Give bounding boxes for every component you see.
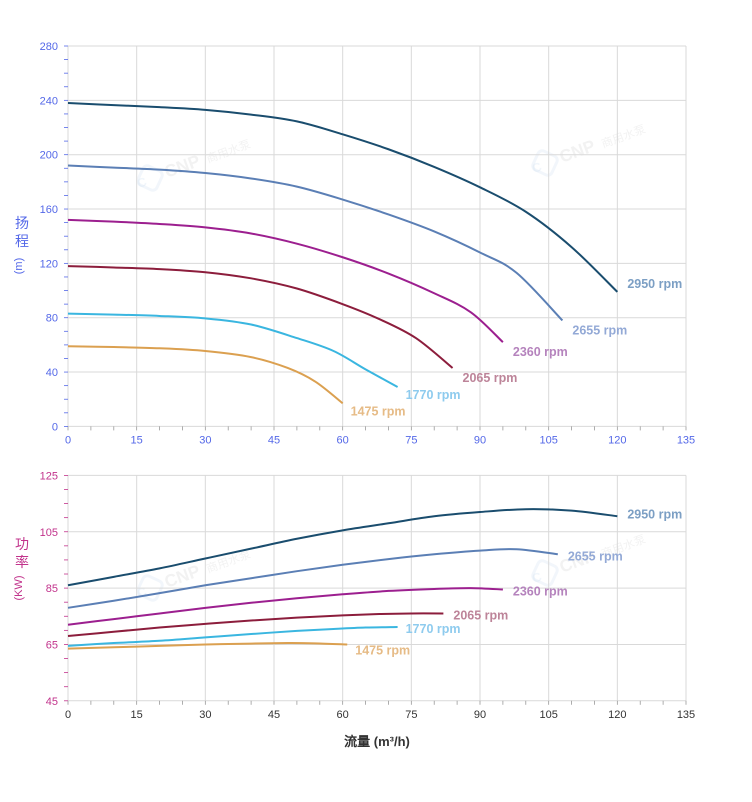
svg-text:(KW): (KW) xyxy=(13,575,25,600)
svg-text:200: 200 xyxy=(40,150,58,162)
svg-text:2950 rpm: 2950 rpm xyxy=(627,277,682,291)
svg-text:功: 功 xyxy=(15,536,29,552)
svg-text:60: 60 xyxy=(337,709,349,721)
svg-text:85: 85 xyxy=(46,583,58,595)
svg-text:0: 0 xyxy=(65,709,71,721)
svg-text:15: 15 xyxy=(131,709,143,721)
svg-text:率: 率 xyxy=(15,554,29,570)
svg-text:2360 rpm: 2360 rpm xyxy=(513,345,568,359)
svg-text:240: 240 xyxy=(40,95,58,107)
svg-text:2655 rpm: 2655 rpm xyxy=(568,549,623,563)
svg-text:45: 45 xyxy=(46,696,58,708)
svg-text:1475 rpm: 1475 rpm xyxy=(355,643,410,657)
svg-text:90: 90 xyxy=(474,434,486,446)
svg-text:160: 160 xyxy=(40,204,58,216)
svg-text:90: 90 xyxy=(474,709,486,721)
svg-text:1770 rpm: 1770 rpm xyxy=(406,388,461,402)
svg-text:75: 75 xyxy=(405,434,417,446)
svg-text:75: 75 xyxy=(405,709,417,721)
svg-text:(m): (m) xyxy=(13,258,25,275)
svg-text:280: 280 xyxy=(40,41,58,53)
svg-text:1770 rpm: 1770 rpm xyxy=(406,622,461,636)
svg-text:80: 80 xyxy=(46,313,58,325)
svg-text:2360 rpm: 2360 rpm xyxy=(513,585,568,599)
svg-text:135: 135 xyxy=(677,434,695,446)
svg-text:0: 0 xyxy=(65,434,71,446)
svg-text:30: 30 xyxy=(199,709,211,721)
svg-text:125: 125 xyxy=(40,470,58,482)
svg-text:流量 (m³/h): 流量 (m³/h) xyxy=(344,734,410,749)
svg-text:15: 15 xyxy=(131,434,143,446)
svg-text:2065 rpm: 2065 rpm xyxy=(463,371,518,385)
svg-text:2065 rpm: 2065 rpm xyxy=(453,608,508,622)
svg-text:0: 0 xyxy=(52,421,58,433)
svg-text:120: 120 xyxy=(608,434,626,446)
svg-text:120: 120 xyxy=(608,709,626,721)
svg-text:135: 135 xyxy=(677,709,695,721)
svg-text:30: 30 xyxy=(199,434,211,446)
svg-text:60: 60 xyxy=(337,434,349,446)
svg-text:105: 105 xyxy=(539,434,557,446)
svg-text:65: 65 xyxy=(46,639,58,651)
svg-text:105: 105 xyxy=(40,527,58,539)
svg-text:2655 rpm: 2655 rpm xyxy=(572,323,627,337)
svg-text:120: 120 xyxy=(40,258,58,270)
svg-text:45: 45 xyxy=(268,434,280,446)
svg-text:105: 105 xyxy=(539,709,557,721)
svg-text:扬: 扬 xyxy=(15,215,29,231)
svg-text:程: 程 xyxy=(15,233,29,249)
svg-text:40: 40 xyxy=(46,367,58,379)
svg-text:2950 rpm: 2950 rpm xyxy=(627,507,682,521)
svg-text:45: 45 xyxy=(268,709,280,721)
svg-text:1475 rpm: 1475 rpm xyxy=(351,404,406,418)
